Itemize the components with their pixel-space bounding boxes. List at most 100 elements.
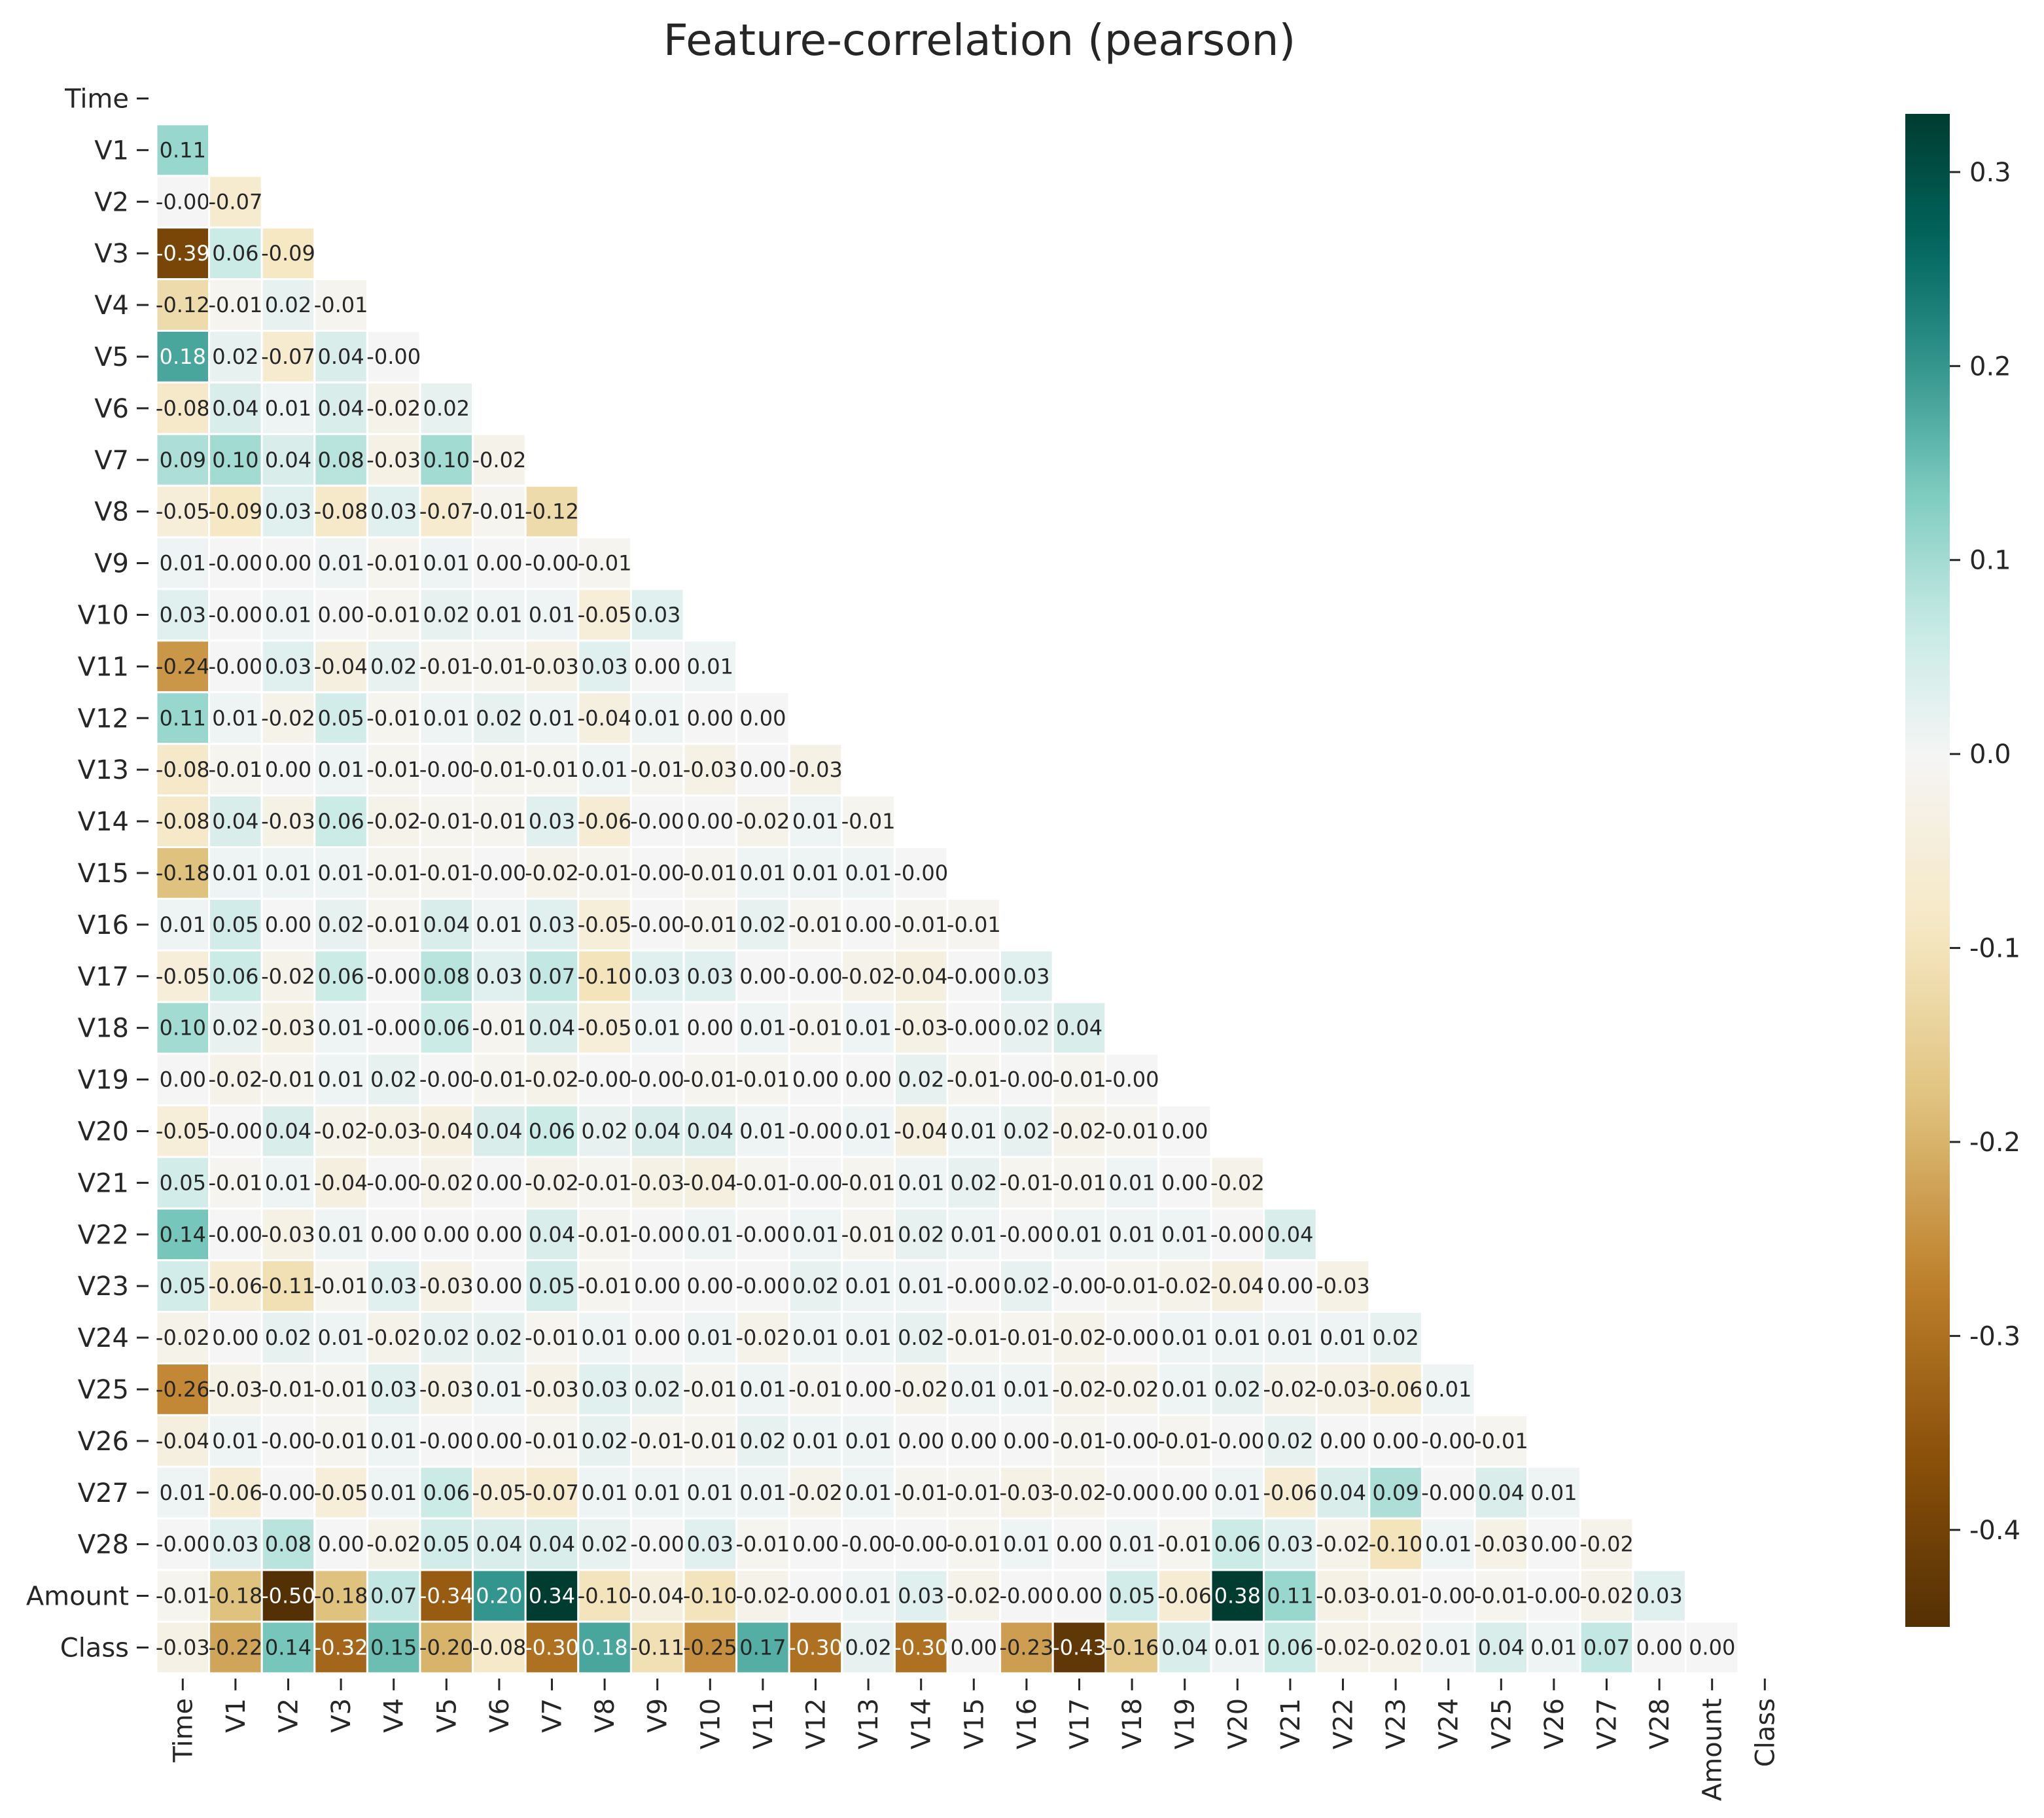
heatmap-cell-V20-Time <box>155 1104 211 1158</box>
heatmap-cell-V12-V8 <box>577 691 632 745</box>
cell-value-Class-V24: 0.01 <box>1425 1635 1471 1660</box>
cell-value-V17-V12: -0.00 <box>788 964 843 989</box>
cell-value-V25-V11: 0.01 <box>739 1377 786 1402</box>
cell-value-V25-V6: 0.01 <box>476 1377 522 1402</box>
heatmap-cell-V11-V3 <box>313 639 368 694</box>
cell-value-V21-V2: 0.01 <box>265 1170 311 1195</box>
cell-value-V14-V11: -0.02 <box>736 809 790 834</box>
heatmap-cell-Amount-V8 <box>577 1569 632 1623</box>
cell-value-V4-V2: 0.02 <box>265 293 311 317</box>
cell-value-V20-V13: 0.01 <box>845 1118 891 1143</box>
cell-value-V25-V12: -0.01 <box>788 1377 843 1402</box>
cell-value-V11-V5: -0.01 <box>419 654 474 679</box>
cell-value-V26-V10: -0.01 <box>683 1429 737 1453</box>
cell-value-Class-V2: 0.14 <box>265 1635 311 1660</box>
cell-value-V11-V8: 0.03 <box>581 654 627 679</box>
cell-value-V27-V24: -0.00 <box>1421 1480 1475 1505</box>
heatmap-cell-V21-V7 <box>524 1156 580 1210</box>
heatmap-cell-V13-V8 <box>577 743 632 797</box>
x-tick-label-V21: V21 <box>1276 1698 1306 1749</box>
heatmap-cell-V21-V8 <box>577 1156 632 1210</box>
x-tick-label-V10: V10 <box>696 1698 726 1749</box>
heatmap-cell-V16-Time <box>155 897 211 952</box>
heatmap-cell-Class-V20 <box>1210 1620 1265 1675</box>
y-tick-label-V12: V12 <box>78 704 129 734</box>
heatmap-cell-V25-V21 <box>1263 1363 1318 1416</box>
cell-value-V20-V1: -0.00 <box>209 1118 263 1143</box>
colorbar-tick-label-6: -0.3 <box>1969 1321 2020 1351</box>
heatmap-cell-V19-V10 <box>682 1052 738 1107</box>
heatmap-cell-Class-V18 <box>1104 1620 1159 1675</box>
heatmap-cell-Class-Time <box>155 1620 211 1675</box>
cell-value-V20-Time: -0.05 <box>156 1118 210 1143</box>
cell-value-V28-V5: 0.05 <box>423 1532 470 1557</box>
heatmap-cell-V17-V2 <box>260 949 316 1003</box>
cell-value-V22-V18: 0.01 <box>1108 1222 1155 1247</box>
cell-value-Amount-V14: 0.03 <box>898 1584 944 1609</box>
cell-value-V18-V16: 0.02 <box>1003 1016 1049 1041</box>
cell-value-Amount-V2: -0.50 <box>261 1584 315 1609</box>
cell-value-V15-V1: 0.01 <box>212 861 258 885</box>
heatmap-cell-V22-V18 <box>1104 1207 1159 1262</box>
cell-value-V13-Time: -0.08 <box>156 757 210 782</box>
cell-value-Class-V5: -0.20 <box>419 1635 474 1660</box>
cell-value-V21-V10: -0.04 <box>683 1170 737 1195</box>
x-tick-label-V1: V1 <box>221 1698 251 1733</box>
heatmap-cell-V27-V23 <box>1368 1465 1423 1520</box>
heatmap-cell-V26-V23 <box>1368 1414 1423 1468</box>
heatmap-cell-V28-V14 <box>893 1517 949 1571</box>
x-tick-label-V11: V11 <box>749 1698 779 1749</box>
cell-value-V15-V14: -0.00 <box>894 861 948 885</box>
cell-value-V24-V6: 0.02 <box>476 1325 522 1350</box>
heatmap-cell-V11-V8 <box>577 639 632 694</box>
cell-value-V21-V14: 0.01 <box>898 1170 944 1195</box>
cell-value-V19-V7: -0.02 <box>525 1067 579 1092</box>
heatmap-cell-V23-V21 <box>1263 1259 1318 1313</box>
x-tick-label-V16: V16 <box>1012 1698 1042 1749</box>
cell-value-V13-V12: -0.03 <box>788 757 843 782</box>
cell-value-V28-V12: 0.00 <box>792 1532 839 1557</box>
heatmap-cell-Class-V25 <box>1473 1620 1529 1675</box>
heatmap-cell-Class-V27 <box>1579 1620 1634 1675</box>
cell-value-V22-V4: 0.00 <box>370 1222 417 1247</box>
cell-value-V21-V8: -0.01 <box>578 1170 632 1195</box>
cell-value-V19-V11: -0.01 <box>736 1067 790 1092</box>
cell-value-V20-V3: -0.02 <box>314 1118 368 1143</box>
cell-value-V16-Time: 0.01 <box>160 912 206 937</box>
heatmap-cell-V18-V12 <box>788 1001 843 1055</box>
cell-value-V11-V2: 0.03 <box>265 654 311 679</box>
cell-value-V28-V14: -0.00 <box>894 1532 948 1557</box>
cell-value-V19-V3: 0.01 <box>317 1067 364 1092</box>
cell-value-V16-V10: -0.01 <box>683 912 737 937</box>
heatmap-cell-V23-V4 <box>366 1259 421 1313</box>
cell-value-V26-V4: 0.01 <box>370 1429 417 1453</box>
cell-value-V22-V10: 0.01 <box>687 1222 733 1247</box>
cell-value-V11-V3: -0.04 <box>314 654 368 679</box>
cell-value-V21-V15: 0.02 <box>951 1170 997 1195</box>
heatmap-cell-V27-V8 <box>577 1465 632 1520</box>
heatmap-cell-V13-Time <box>155 743 211 797</box>
heatmap-cell-V26-Time <box>155 1414 211 1468</box>
heatmap-cell-V19-V17 <box>1051 1052 1107 1107</box>
heatmap-cell-V17-V12 <box>788 949 843 1003</box>
heatmap-cell-V10-V5 <box>419 588 474 642</box>
cell-value-V21-V11: -0.01 <box>736 1170 790 1195</box>
cell-value-V28-V6: 0.04 <box>476 1532 522 1557</box>
heatmap-cell-V16-V6 <box>472 897 527 952</box>
heatmap-cell-V26-V9 <box>629 1414 685 1468</box>
cell-value-Class-V3: -0.32 <box>314 1635 368 1660</box>
cell-value-Class-V13: 0.02 <box>845 1635 891 1660</box>
heatmap-cell-V6-V3 <box>313 381 368 435</box>
cell-value-V24-V5: 0.02 <box>423 1325 470 1350</box>
heatmap-cell-V26-V7 <box>524 1414 580 1468</box>
cell-value-V19-V8: -0.00 <box>578 1067 632 1092</box>
cell-value-V26-V5: -0.00 <box>419 1429 474 1453</box>
heatmap-cell-V22-V19 <box>1157 1207 1212 1262</box>
heatmap-cell-Class-V13 <box>841 1620 896 1675</box>
cell-value-V24-V21: 0.01 <box>1267 1325 1313 1350</box>
cell-value-V22-V15: 0.01 <box>951 1222 997 1247</box>
heatmap-cell-Amount-V15 <box>946 1569 1002 1623</box>
cell-value-V21-V18: 0.01 <box>1108 1170 1155 1195</box>
cell-value-Class-V19: 0.04 <box>1161 1635 1208 1660</box>
heatmap-cell-V19-V9 <box>629 1052 685 1107</box>
